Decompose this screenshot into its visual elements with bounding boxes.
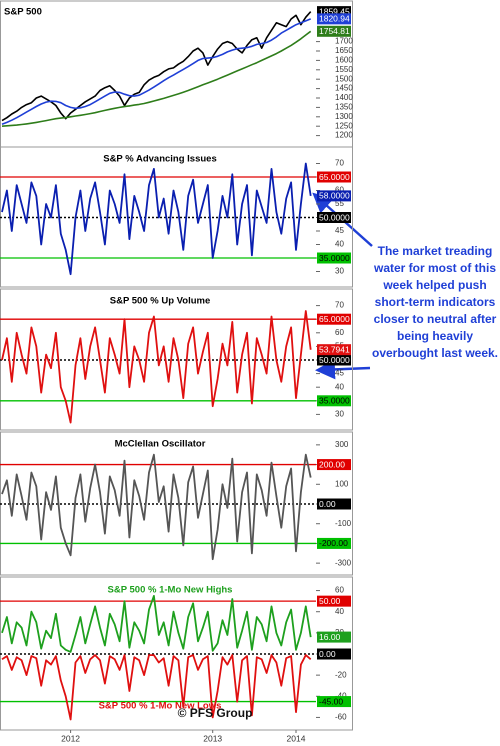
y-tick-label: -40: [335, 691, 347, 700]
x-tick-label: 2013: [203, 733, 222, 743]
y-tick-label: -60: [335, 713, 347, 722]
value-tag: [317, 13, 351, 25]
y-tick-label: 70: [335, 159, 344, 168]
annotation-line: water for most of this: [373, 261, 496, 275]
y-tick-label: 1600: [335, 56, 353, 65]
value-tag-label: 50.00: [319, 596, 341, 606]
x-tick-label: 2014: [287, 733, 306, 743]
value-tag-label: 50.0000: [319, 355, 350, 365]
y-tick-label: 40: [335, 382, 344, 391]
value-tag-label: 35.0000: [319, 253, 350, 263]
y-tick-label: -300: [335, 558, 352, 567]
value-tag: [317, 25, 351, 37]
y-tick-label: 30: [335, 267, 344, 276]
series-line: [1, 654, 312, 721]
y-tick-label: -20: [335, 670, 347, 679]
series-title: S&P 500 % 1-Mo New Lows: [99, 701, 222, 712]
panel-title: S&P 500: [4, 7, 42, 18]
copyright: © PFS Group: [178, 706, 253, 720]
y-tick-label: 300: [335, 440, 349, 449]
value-tag: [317, 171, 351, 183]
y-tick-label: 45: [335, 369, 344, 378]
value-tag-label: 65.0000: [319, 314, 350, 324]
y-tick-label: 1450: [335, 84, 353, 93]
y-tick-label: 30: [335, 410, 344, 419]
y-tick-label: 60: [335, 186, 344, 195]
y-tick-label: 1200: [335, 131, 353, 140]
value-tag: [317, 498, 351, 510]
value-tag: [317, 459, 351, 471]
y-tick-label: 40: [335, 607, 344, 616]
value-tag: [317, 344, 351, 356]
y-tick-label: -100: [335, 519, 352, 528]
y-tick-label: 60: [335, 586, 344, 595]
y-tick-label: 45: [335, 226, 344, 235]
panel-title: McClellan Oscillator: [115, 439, 206, 450]
panel-title: S&P 500 % Up Volume: [110, 296, 211, 307]
value-tag-label: 16.00: [319, 632, 341, 642]
annotation-line: closer to neutral after: [374, 312, 497, 326]
y-tick-label: 1700: [335, 37, 353, 46]
value-tag: [317, 631, 351, 643]
value-tag-label: -45.00: [319, 696, 343, 706]
value-tag: [317, 648, 351, 660]
value-tag-label: 0.00: [319, 499, 336, 509]
y-tick-label: 1500: [335, 74, 353, 83]
value-tag: [317, 696, 351, 708]
value-tag: [317, 313, 351, 325]
y-tick-label: 55: [335, 199, 344, 208]
value-tag: [317, 395, 351, 407]
y-tick-label: 40: [335, 240, 344, 249]
value-tag-label: 1859.45: [319, 6, 350, 16]
value-tag: [317, 6, 351, 18]
series-line: [1, 30, 312, 127]
annotation-line: being heavily: [397, 329, 473, 343]
series-line: [1, 310, 312, 424]
annotation-line: short-term indicators: [375, 295, 496, 309]
annotation: The market treading water for most of thi…: [372, 244, 498, 360]
x-tick-label: 2012: [61, 733, 80, 743]
value-tag: [317, 537, 351, 549]
series-line: [1, 162, 312, 276]
y-tick-label: 70: [335, 301, 344, 310]
panel-title: S&P % Advancing Issues: [103, 154, 217, 165]
y-tick-label: 60: [335, 328, 344, 337]
value-tag-label: 50.0000: [319, 212, 350, 222]
value-tag-label: 1754.81: [319, 26, 350, 36]
value-tag-label: 53.7941: [319, 344, 350, 354]
annotation-line: overbought last week.: [372, 346, 498, 360]
annotation-line: The market treading: [378, 244, 493, 258]
arrow: [315, 359, 371, 380]
y-tick-label: 1650: [335, 46, 353, 55]
value-tag: [317, 595, 351, 607]
value-tag-label: 200.00: [319, 459, 345, 469]
value-tag: [317, 252, 351, 264]
value-tag: [317, 354, 351, 366]
series-line: [1, 11, 312, 122]
series-line: [1, 453, 312, 561]
y-tick-label: 1550: [335, 65, 353, 74]
value-tag-label: 58.0000: [319, 191, 350, 201]
value-tag-label: -200.00: [319, 538, 348, 548]
value-tag: [317, 190, 351, 202]
series-line: [1, 18, 312, 126]
value-tag: [317, 212, 351, 223]
y-tick-label: 100: [335, 479, 349, 488]
y-tick-label: 1250: [335, 121, 353, 130]
y-tick-label: 1350: [335, 103, 353, 112]
value-tag-label: 35.0000: [319, 396, 350, 406]
value-tag-label: 0.00: [319, 649, 336, 659]
y-tick-label: 1400: [335, 93, 353, 102]
series-line: [1, 595, 312, 653]
y-tick-label: 1300: [335, 112, 353, 121]
value-tag-label: 1820.94: [319, 14, 350, 24]
annotation-line: week helped push: [382, 278, 486, 292]
series-title: S&P 500 % 1-Mo New Highs: [108, 585, 233, 596]
value-tag-label: 65.0000: [319, 172, 350, 182]
